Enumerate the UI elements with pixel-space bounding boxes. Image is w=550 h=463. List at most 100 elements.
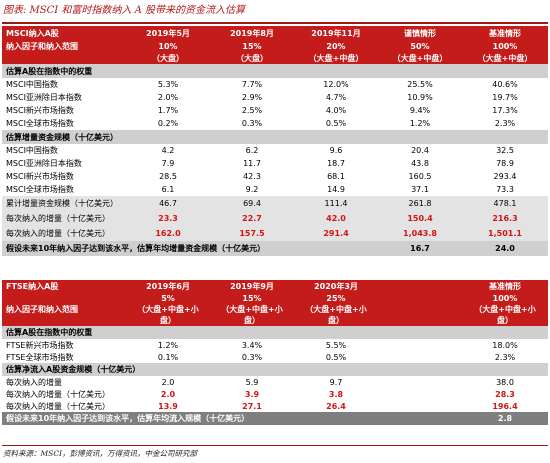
cell: 0.1% [157,352,179,362]
section-title: 估算净流入A股资金规模（十亿美元） [2,363,548,376]
ftse-assume-row: 假设未来10年纳入因子达到该水平，估算年均流入规模（十亿美元） 2.8 [2,412,548,425]
cell: 3.4% [241,340,263,350]
cell: 78.9 [496,159,514,168]
ftse-col-scope: 盘） [210,315,294,326]
cell: 37.1 [411,185,429,194]
row-label: FTSE全球市场指数 [6,352,74,362]
cell [378,388,462,400]
ftse-flow-section: 估算净流入A股资金规模（十亿美元） [2,363,548,376]
cell: 293.4 [493,172,517,181]
table-row: MSCI全球市场指数 6.1 9.2 14.9 37.1 73.3 [2,183,548,196]
msci-scope-row: （大盘） （大盘） （大盘+中盘） （大盘+中盘） （大盘+中盘） [2,52,548,64]
cell: 26.4 [326,401,346,411]
row-label: 每次纳入的增量（十亿美元） [6,389,110,399]
cell: 6.2 [245,146,259,155]
cell: 28.3 [495,389,515,399]
cell: 162.0 [126,226,210,241]
cell: 1.7% [157,106,179,115]
cell: 2.8 [462,412,548,425]
cell: 291.4 [294,226,378,241]
cell: 9.6 [329,146,343,155]
msci-col-pct: 15% [210,40,294,52]
ftse-col-date: 2020年3月 [294,280,378,293]
ftse-col-scope: （大盘+中盘+小 [210,304,294,315]
cell: 2.5% [241,106,263,115]
ftse-col-pct: 5% [126,293,210,304]
row-label: 累计增量资金规模（十亿美元） [2,196,126,211]
cell: 157.5 [210,226,294,241]
ftse-col-scope: （大盘+中盘+小 [462,304,548,315]
cell: 73.3 [496,185,514,194]
ftse-col-scope [378,304,462,315]
table-row: 每次纳入的增量（十亿美元） 13.9 27.1 26.4 196.4 [2,400,548,412]
cell: 5.3% [157,80,179,89]
cell: 1.2% [409,119,431,128]
msci-col-date: 2019年5月 [126,26,210,40]
msci-col-pct: 50% [378,40,462,52]
ftse-scope-row: 纳入因子和纳入范围 （大盘+中盘+小 （大盘+中盘+小 （大盘+中盘+小 （大盘… [2,304,548,315]
msci-factor-label: 纳入因子和纳入范围 [2,40,126,52]
msci-header-row: MSCI纳入A股 2019年5月 2019年8月 2019年11月 谨慎情形 基… [2,26,548,40]
ftse-col-date: 2019年9月 [210,280,294,293]
ftse-factor-row: 5% 15% 25% 100% [2,293,548,304]
cell: 23.3 [126,211,210,226]
table-row: MSCI中国指数 4.2 6.2 9.6 20.4 32.5 [2,144,548,157]
msci-header-label: MSCI纳入A股 [2,26,126,40]
cell: 4.2 [161,146,175,155]
msci-col-pct: 10% [126,40,210,52]
ftse-col-scope: （大盘+中盘+小 [126,304,210,315]
cell: 22.7 [210,211,294,226]
cell [378,351,462,363]
row-label: FTSE新兴市场指数 [6,340,74,350]
cell: 1,501.1 [462,226,548,241]
cell: 9.7 [329,377,343,387]
table-row: FTSE全球市场指数 0.1% 0.3% 0.5% 2.3% [2,351,548,363]
ftse-col-date: 基准情形 [462,280,548,293]
ftse-col-pct: 15% [210,293,294,304]
msci-col-scope: （大盘+中盘） [378,52,462,64]
cell: 1.2% [157,340,179,350]
ftse-col-date [378,280,462,293]
cell: 17.3% [492,106,518,115]
cell: 3.9 [244,389,260,399]
assume-text: 假设未来10年纳入因子达到该水平，估算年均流入规模（十亿美元） [2,412,462,425]
msci-col-date: 基准情形 [462,26,548,40]
cell: 160.5 [408,172,432,181]
ftse-col-date: 2019年6月 [126,280,210,293]
ftse-factor-label: 纳入因子和纳入范围 [2,304,126,315]
cell: 25.5% [407,80,433,89]
ftse-scope-row-2: 盘） 盘） 盘） 盘） [2,315,548,326]
cell: 16.7 [378,241,462,256]
cell: 150.4 [378,211,462,226]
cell: 40.6% [492,80,518,89]
cell: 0.5% [325,352,347,362]
cell: 24.0 [462,241,548,256]
msci-col-scope: （大盘） [126,52,210,64]
cell: 28.5 [159,172,177,181]
row-label: MSCI中国指数 [6,146,58,155]
ftse-col-scope: （大盘+中盘+小 [294,304,378,315]
cell: 68.1 [327,172,345,181]
cell: 11.7 [243,159,261,168]
row-label: MSCI新兴市场指数 [6,172,74,181]
cell: 7.7% [241,80,263,89]
msci-col-scope: （大盘） [210,52,294,64]
table-row: MSCI亚洲除日本指数 7.9 11.7 18.7 43.8 78.9 [2,157,548,170]
cell: 46.7 [126,196,210,211]
cell: 0.3% [241,119,263,128]
cell: 2.3% [494,119,516,128]
cell: 20.4 [411,146,429,155]
section-title: 估算A股在指数中的权重 [2,64,548,78]
cell: 5.5% [325,340,347,350]
source-note: 资料来源：MSCI，彭博资讯，万得资讯，中金公司研究部 [3,449,198,458]
msci-table: MSCI纳入A股 2019年5月 2019年8月 2019年11月 谨慎情形 基… [2,26,548,256]
cell: 19.7% [492,93,518,102]
ftse-table: FTSE纳入A股 2019年6月 2019年9月 2020年3月 基准情形 5%… [2,280,548,425]
cell: 42.3 [243,172,261,181]
ftse-col-pct: 100% [462,293,548,304]
cell: 2.0% [157,93,179,102]
row-label: 每次纳入的增量（十亿美元） [2,211,126,226]
msci-factor-row: 纳入因子和纳入范围 10% 15% 20% 50% 100% [2,40,548,52]
ftse-col-scope: 盘） [126,315,210,326]
table-row: MSCI中国指数 5.3% 7.7% 12.0% 25.5% 40.6% [2,78,548,91]
